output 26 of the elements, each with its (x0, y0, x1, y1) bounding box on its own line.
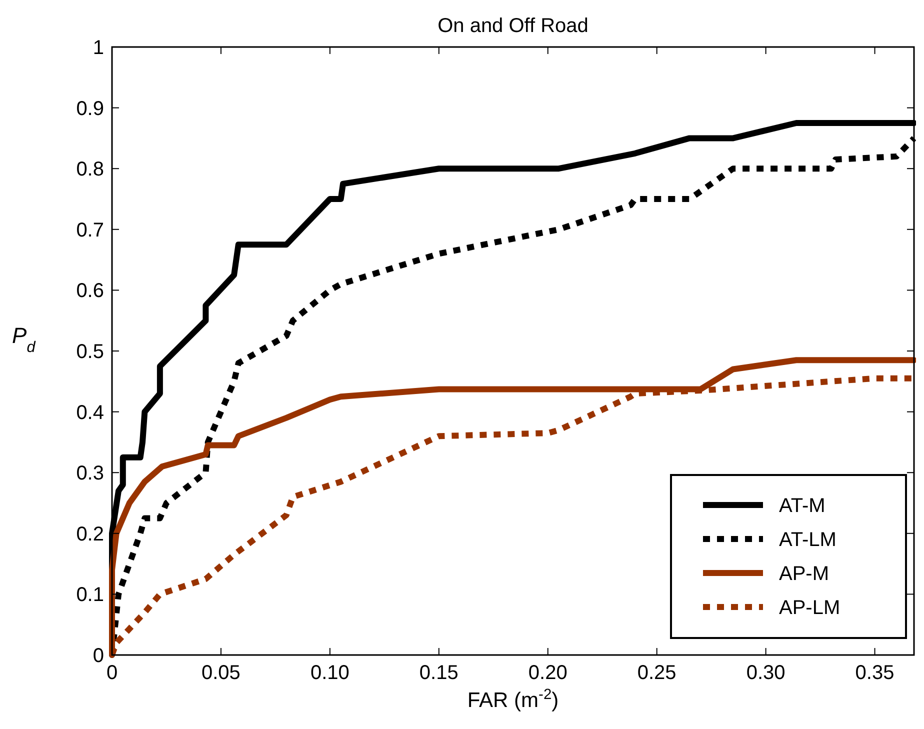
chart-title: On and Off Road (438, 15, 588, 37)
y-tick-label: 0 (92, 645, 104, 667)
x-axis-title: FAR (m$^{-2}$) (467, 687, 559, 712)
x-tick-label: 0.25 (637, 662, 676, 684)
legend-label: AT-LM (779, 529, 836, 551)
x-tick-label: 0.15 (419, 662, 458, 684)
y-tick-label: 0.9 (76, 98, 104, 120)
x-tick-label: 0.35 (855, 662, 894, 684)
x-tick-label: 0.30 (746, 662, 786, 684)
y-tick-label: 0.2 (76, 523, 104, 546)
y-tick-label: 0.1 (76, 584, 104, 606)
y-tick-label: 0.7 (76, 219, 104, 242)
y-tick-label: 0.8 (76, 158, 104, 181)
y-tick-label: 0.4 (76, 402, 104, 424)
x-tick-label: 0.20 (528, 662, 568, 684)
y-axis-title: P$_{d}$ (12, 323, 36, 356)
y-tick-label: 1 (92, 37, 104, 59)
x-tick-label: 0.05 (202, 662, 240, 684)
legend-label: AP-LM (779, 597, 840, 619)
x-tick-label: 0.10 (310, 662, 350, 684)
y-tick-label: 0.3 (76, 462, 104, 485)
x-tick-label: 0 (106, 662, 118, 684)
y-tick-label: 0.5 (76, 341, 104, 363)
legend-label: AT-M (779, 495, 826, 517)
y-tick-label: 0.6 (76, 280, 104, 302)
legend-label: AP-M (779, 563, 829, 585)
